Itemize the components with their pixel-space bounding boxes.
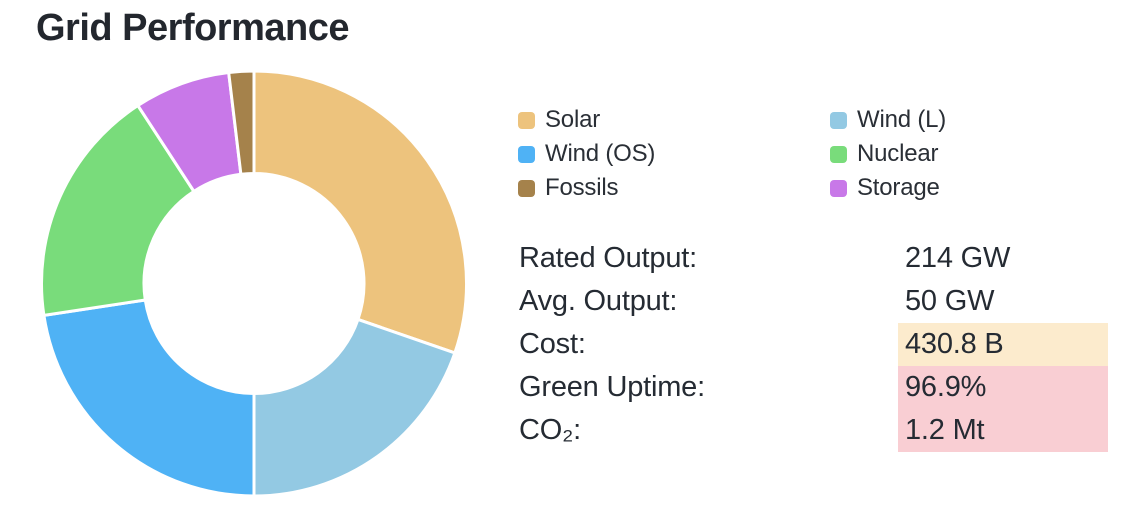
legend-label: Fossils [545,174,619,201]
legend-item-solar[interactable]: Solar [518,106,830,134]
stat-value: 96.9% [898,366,1108,409]
stat-value: 50 GW [905,285,995,317]
legend-label: Storage [857,174,940,201]
legend-swatch-wind-l [830,111,847,129]
stat-label: Green Uptime: [519,371,705,403]
donut-slice-nuclear[interactable] [40,104,196,317]
legend-label: Wind (OS) [545,140,656,167]
legend-swatch-fossils [518,179,535,197]
stat-value: 430.8 B [898,323,1108,366]
legend-item-fossils[interactable]: Fossils [518,174,830,202]
donut-slice-wind-os[interactable] [42,298,256,498]
legend-item-wind-os[interactable]: Wind (OS) [518,140,830,168]
stat-row-green-uptime: Green Uptime: 96.9% [519,366,1108,409]
stat-value: 1.2 Mt [898,409,1108,452]
donut-slice-wind-l[interactable] [252,317,457,498]
legend-swatch-storage [830,179,847,197]
stat-row-rated-output: Rated Output: 214 GW [519,237,1108,280]
legend-label: Nuclear [857,140,939,167]
legend-label: Wind (L) [857,106,947,133]
legend-label: Solar [545,106,601,133]
legend-item-storage[interactable]: Storage [830,174,946,202]
stats-table: Rated Output: 214 GW Avg. Output: 50 GW … [519,237,1108,452]
legend-item-nuclear[interactable]: Nuclear [830,140,946,168]
legend-swatch-solar [518,111,535,129]
page-title: Grid Performance [36,7,350,49]
stat-label: Avg. Output: [519,285,678,317]
stat-row-co2: CO₂: 1.2 Mt [519,409,1108,452]
legend-swatch-wind-os [518,145,535,163]
legend-item-wind-l[interactable]: Wind (L) [830,106,946,134]
donut-slice-fossils[interactable] [227,69,256,176]
stat-label: CO₂: [519,414,582,446]
stat-row-cost: Cost: 430.8 B [519,323,1108,366]
stat-label: Cost: [519,328,586,360]
donut-slice-solar[interactable] [252,69,469,355]
legend-swatch-nuclear [830,145,847,163]
stat-row-avg-output: Avg. Output: 50 GW [519,280,1108,323]
stat-label: Rated Output: [519,242,697,274]
chart-legend: Solar Wind (L) Wind (OS) Nuclear Fossils… [518,103,946,205]
stat-value: 214 GW [905,242,1011,274]
